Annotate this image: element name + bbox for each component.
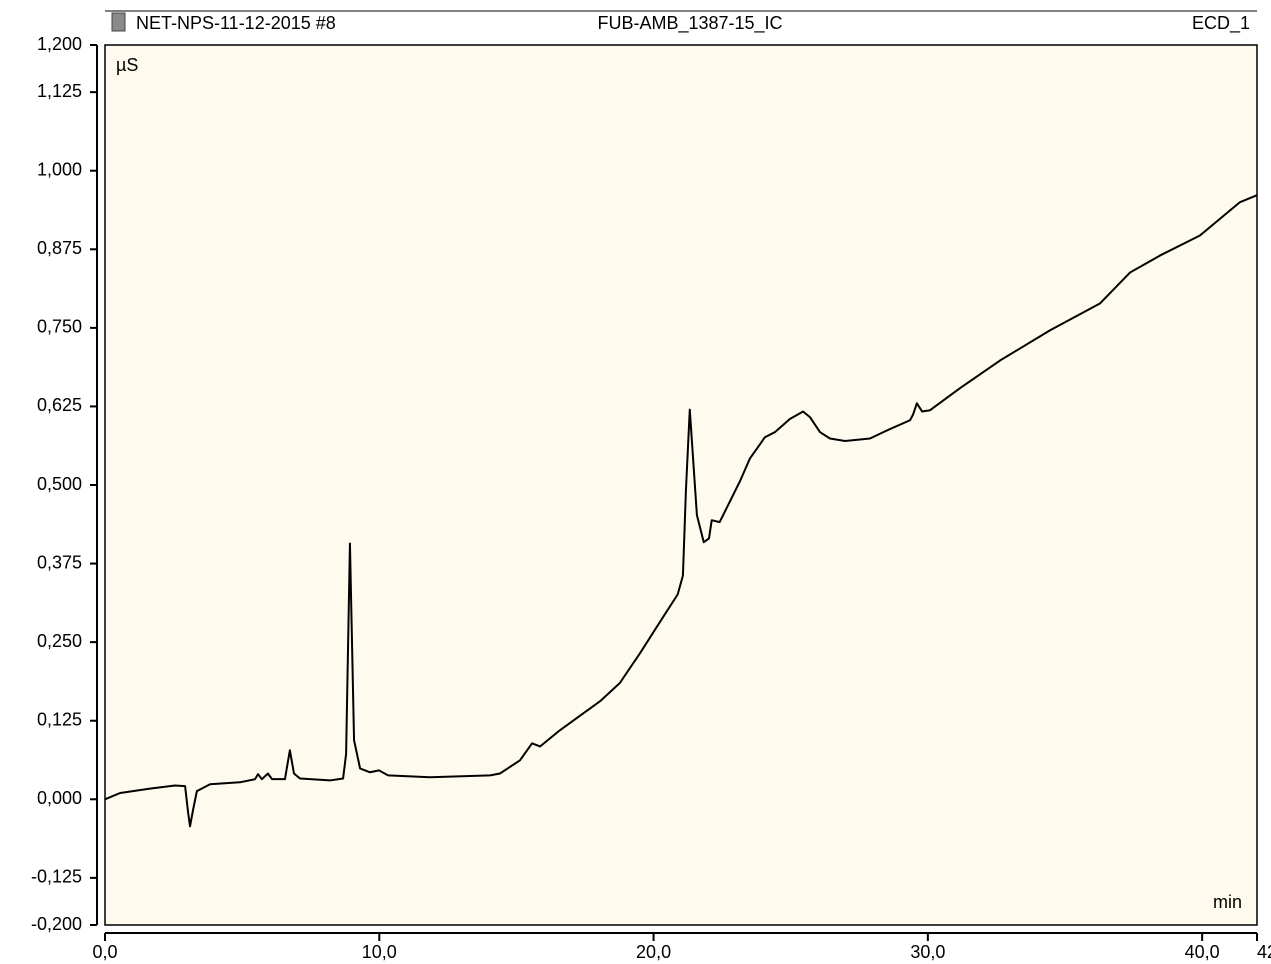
signal-line [104, 194, 1258, 828]
y-tick-label: 0,625 [37, 395, 82, 415]
y-tick-label: 0,875 [37, 238, 82, 258]
y-tick-label: 0,250 [37, 631, 82, 651]
x-unit: min [1213, 892, 1242, 912]
file-icon [111, 12, 126, 32]
y-unit: µS [116, 55, 138, 75]
y-tick-label: 1,200 [37, 34, 82, 54]
header-subtitle: FUB-AMB_1387-15_IC [597, 13, 782, 34]
y-tick-label: 0,500 [37, 474, 82, 494]
x-tick-label: 20,0 [636, 942, 671, 962]
x-tick-label: 0,0 [92, 942, 117, 962]
x-tick-label: 40,0 [1185, 942, 1220, 962]
y-tick-label: 0,000 [37, 788, 82, 808]
x-tick-label: 42,0 [1257, 942, 1271, 962]
y-tick-label: 1,000 [37, 159, 82, 179]
header-title: NET-NPS-11-12-2015 #8 [136, 13, 336, 33]
y-tick-label: -0,200 [31, 914, 82, 934]
y-tick-label: 0,750 [37, 317, 82, 337]
plot-area [104, 44, 1258, 926]
x-tick-label: 10,0 [362, 942, 397, 962]
y-tick-label: 1,125 [37, 81, 82, 101]
y-tick-label: -0,125 [31, 867, 82, 887]
x-tick-label: 30,0 [910, 942, 945, 962]
y-tick-label: 0,125 [37, 709, 82, 729]
header-channel: ECD_1 [1192, 13, 1250, 34]
y-tick-label: 0,375 [37, 552, 82, 572]
